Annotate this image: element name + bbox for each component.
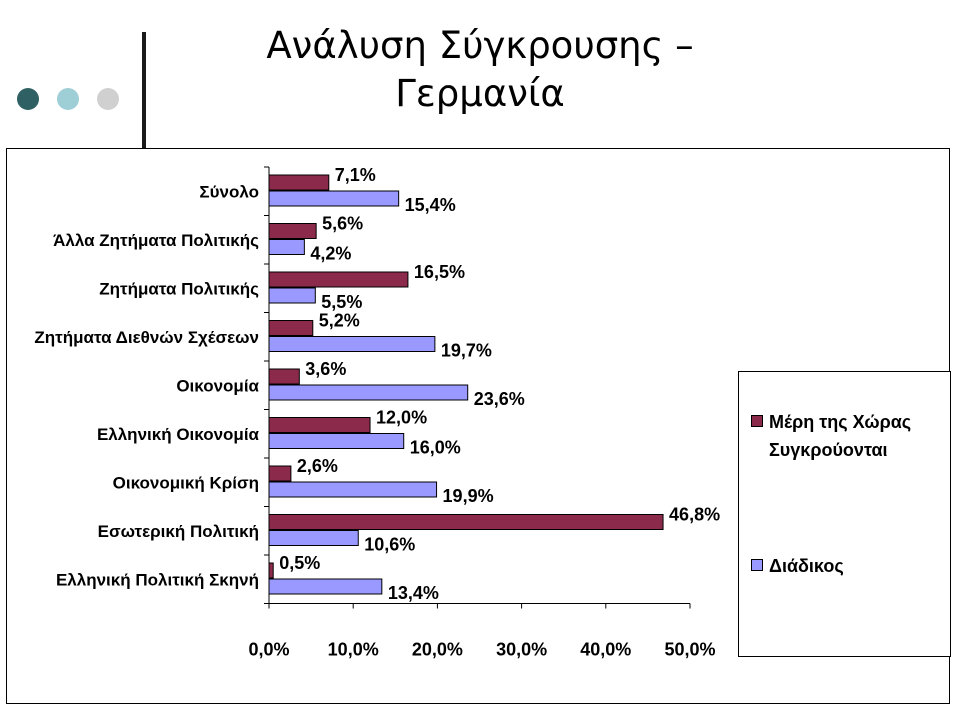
decorative-dot-dark	[17, 88, 39, 110]
decorative-dot-grey	[97, 88, 119, 110]
bar-series-1	[268, 223, 317, 239]
legend-swatch-series-2	[751, 559, 763, 571]
data-label-series-2: 13,4%	[388, 583, 439, 603]
bar-series-1	[268, 465, 292, 482]
x-tick-label: 50,0%	[664, 640, 715, 660]
data-label-series-2: 15,4%	[405, 195, 456, 215]
data-label-series-1: 0,5%	[279, 553, 320, 573]
bar-series-1	[268, 271, 409, 288]
data-label-series-2: 4,2%	[310, 244, 351, 264]
x-tick-label: 20,0%	[412, 640, 463, 660]
title-divider-line	[142, 32, 146, 148]
decorative-dot-light	[57, 88, 79, 110]
chart-legend: Μέρη της Χώρας Συγκρούονται Διάδικος	[738, 371, 951, 657]
bar-series-2	[268, 384, 469, 401]
legend-item-series-2: Διάδικος	[751, 552, 939, 580]
data-label-series-2: 19,9%	[443, 486, 494, 506]
bar-series-2	[268, 190, 400, 207]
x-tick-label: 0,0%	[248, 640, 289, 660]
data-label-series-1: 3,6%	[305, 359, 346, 379]
data-label-series-1: 16,5%	[414, 262, 465, 282]
category-label: Σύνολο	[199, 182, 259, 201]
bar-series-2	[268, 530, 359, 546]
legend-label-series-2: Διάδικος	[769, 556, 844, 576]
x-tick-label: 30,0%	[496, 640, 547, 660]
bar-series-1	[268, 417, 371, 433]
data-label-series-1: 46,8%	[669, 505, 720, 525]
data-label-series-1: 5,6%	[322, 214, 363, 234]
data-label-series-2: 19,7%	[441, 341, 492, 361]
category-label: Εσωτερική Πολιτική	[98, 522, 259, 541]
category-label: Ελληνική Πολιτική Σκηνή	[56, 570, 259, 589]
data-label-series-1: 2,6%	[297, 456, 338, 476]
bar-series-2	[268, 433, 405, 449]
bar-series-2	[268, 481, 438, 498]
data-label-series-2: 10,6%	[364, 535, 415, 555]
chart-frame: 0,0% 10,0% 20,0% 30,0% 40,0% 50,0% Σύνολο 7,1% 1…	[6, 148, 951, 704]
bar-series-2	[268, 336, 436, 352]
category-label: Οικονομική Κρίση	[113, 473, 259, 492]
bar-series-1	[268, 562, 274, 579]
data-label-series-2: 16,0%	[410, 438, 461, 458]
legend-swatch-series-1	[751, 415, 763, 427]
slide-title-line-2: Γερμανία	[395, 72, 565, 115]
category-label: Ζητήματα Πολιτικής	[99, 279, 259, 298]
bar-series-2	[268, 287, 316, 304]
x-tick-label: 10,0%	[328, 640, 379, 660]
data-label-series-2: 23,6%	[474, 389, 525, 409]
category-label: Ζητήματα Διεθνών Σχέσεων	[34, 328, 259, 347]
category-label: Ελληνική Οικονομία	[97, 425, 260, 444]
bar-chart: 0,0% 10,0% 20,0% 30,0% 40,0% 50,0% Σύνολο 7,1% 1…	[34, 165, 720, 660]
x-tick-label: 40,0%	[580, 640, 631, 660]
category-label: Άλλα Ζητήματα Πολιτικής	[53, 231, 259, 250]
slide-title: Ανάλυση Σύγκρουσης – Γερμανία	[150, 22, 810, 118]
bar-series-2	[268, 578, 383, 595]
data-label-series-2: 5,5%	[321, 292, 362, 312]
legend-item-series-1: Μέρη της Χώρας Συγκρούονται	[751, 408, 939, 464]
data-label-series-1: 7,1%	[335, 165, 376, 185]
legend-label-series-1: Μέρη της Χώρας Συγκρούονται	[769, 412, 912, 460]
bar-series-1	[268, 368, 300, 385]
category-label: Οικονομία	[176, 376, 259, 395]
data-label-series-1: 5,2%	[319, 311, 360, 331]
data-label-series-1: 12,0%	[376, 408, 427, 428]
bar-series-2	[268, 239, 305, 255]
bar-series-1	[268, 320, 314, 336]
slide-title-line-1: Ανάλυση Σύγκρουσης –	[266, 24, 694, 67]
bar-series-1	[268, 174, 330, 191]
bar-series-1	[268, 514, 664, 530]
